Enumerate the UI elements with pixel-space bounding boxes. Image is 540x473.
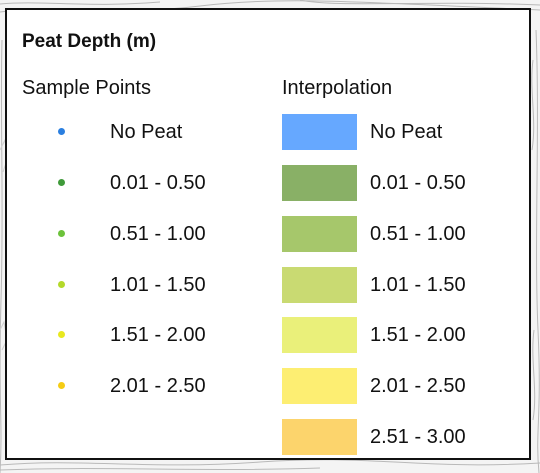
sample-point-label: 0.01 - 0.50 [110, 172, 206, 194]
interpolation-swatch [282, 317, 357, 353]
peat-depth-legend: Peat Depth (m) Sample Points Interpolati… [5, 8, 531, 460]
sample-point-label: 1.51 - 2.00 [110, 324, 206, 346]
sample-point-label: No Peat [110, 121, 183, 143]
interpolation-swatch [282, 165, 357, 201]
sample-point-dot [58, 382, 65, 389]
legend-row: 2.01 - 2.50 2.01 - 2.50 [7, 368, 529, 404]
interpolation-label: 2.51 - 3.00 [370, 426, 466, 448]
interpolation-swatch [282, 419, 357, 455]
sample-point-dot [58, 331, 65, 338]
interpolation-swatch [282, 114, 357, 150]
interpolation-label: 1.01 - 1.50 [370, 274, 466, 296]
sample-point-dot [58, 128, 65, 135]
sample-point-label: 0.51 - 1.00 [110, 223, 206, 245]
legend-row: 2.51 - 3.00 [7, 419, 529, 455]
sample-point-label: 2.01 - 2.50 [110, 375, 206, 397]
interpolation-label: 1.51 - 2.00 [370, 324, 466, 346]
interpolation-label: 0.51 - 1.00 [370, 223, 466, 245]
legend-row: No Peat No Peat [7, 114, 529, 150]
interpolation-swatch [282, 368, 357, 404]
sample-point-dot [58, 179, 65, 186]
interpolation-swatch [282, 216, 357, 252]
legend-row: 0.51 - 1.00 0.51 - 1.00 [7, 216, 529, 252]
legend-title: Peat Depth (m) [22, 31, 157, 52]
interpolation-label: 0.01 - 0.50 [370, 172, 466, 194]
interpolation-swatch [282, 267, 357, 303]
sample-points-heading: Sample Points [22, 77, 151, 99]
legend-row: 0.01 - 0.50 0.01 - 0.50 [7, 165, 529, 201]
interpolation-heading: Interpolation [282, 77, 393, 99]
legend-row: 1.51 - 2.00 1.51 - 2.00 [7, 317, 529, 353]
sample-point-dot [58, 281, 65, 288]
interpolation-label: No Peat [370, 121, 443, 143]
interpolation-label: 2.01 - 2.50 [370, 375, 466, 397]
sample-point-label: 1.01 - 1.50 [110, 274, 206, 296]
sample-point-dot [58, 230, 65, 237]
legend-row: 1.01 - 1.50 1.01 - 1.50 [7, 267, 529, 303]
